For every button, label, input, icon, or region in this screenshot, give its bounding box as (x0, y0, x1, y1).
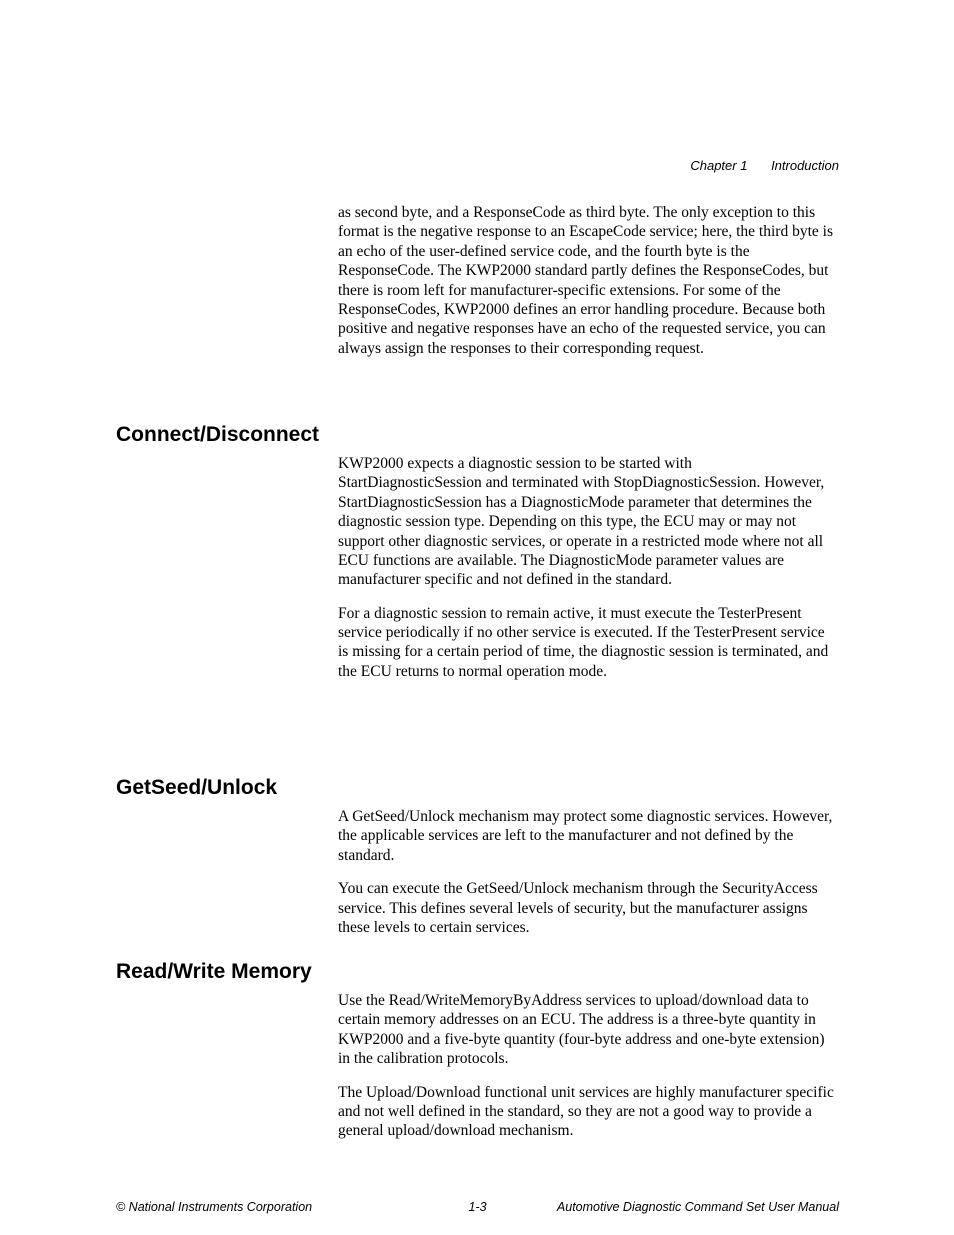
section-rwmem-body: Use the Read/WriteMemoryByAddress servic… (338, 991, 838, 1155)
body-paragraph: as second byte, and a ResponseCode as th… (338, 203, 838, 358)
intro-continuation-block: as second byte, and a ResponseCode as th… (338, 203, 838, 372)
body-paragraph: KWP2000 expects a diagnostic session to … (338, 454, 838, 590)
footer-copyright: © National Instruments Corporation (116, 1200, 312, 1214)
header-chapter: Chapter 1 (690, 158, 747, 173)
heading-read-write-memory: Read/Write Memory (116, 960, 312, 984)
running-header: Chapter 1 Introduction (690, 158, 839, 173)
body-paragraph: The Upload/Download functional unit serv… (338, 1083, 838, 1141)
body-paragraph: Use the Read/WriteMemoryByAddress servic… (338, 991, 838, 1069)
section-getseed-body: A GetSeed/Unlock mechanism may protect s… (338, 807, 838, 951)
page-footer: © National Instruments Corporation 1-3 A… (116, 1200, 839, 1214)
heading-connect-disconnect: Connect/Disconnect (116, 423, 319, 447)
body-paragraph: You can execute the GetSeed/Unlock mecha… (338, 879, 838, 937)
body-paragraph: For a diagnostic session to remain activ… (338, 604, 838, 682)
header-title: Introduction (771, 158, 839, 173)
document-page: Chapter 1 Introduction as second byte, a… (0, 0, 954, 1235)
section-connect-body: KWP2000 expects a diagnostic session to … (338, 454, 838, 695)
body-paragraph: A GetSeed/Unlock mechanism may protect s… (338, 807, 838, 865)
footer-manual-title: Automotive Diagnostic Command Set User M… (557, 1200, 839, 1214)
heading-getseed-unlock: GetSeed/Unlock (116, 776, 277, 800)
